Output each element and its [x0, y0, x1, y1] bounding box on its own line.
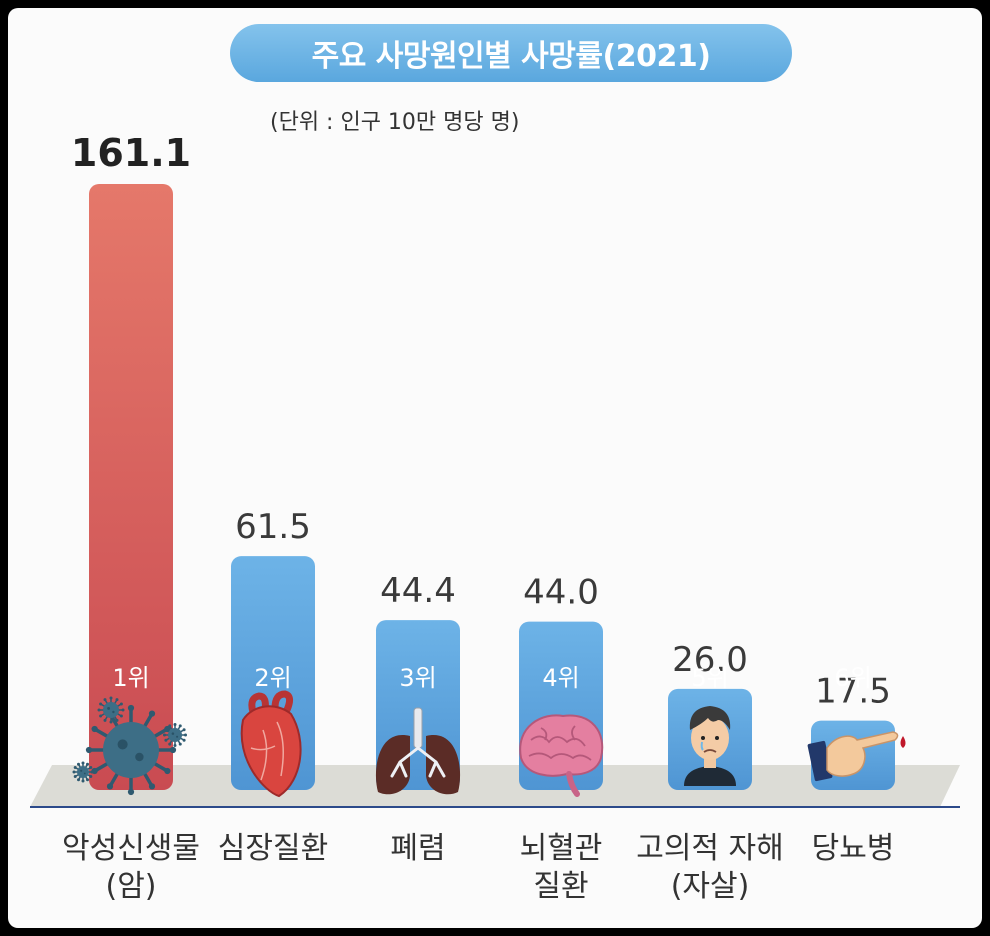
- bars-group: [89, 184, 895, 790]
- unit-note: (단위 : 인구 10만 명당 명): [270, 110, 520, 135]
- category-label-5-line-1: 고의적 자해: [636, 831, 784, 866]
- rank-label-4: 4위: [542, 664, 579, 692]
- value-label-1: 161.1: [71, 131, 191, 175]
- rank-label-5: 5위: [691, 664, 728, 692]
- value-label-2: 61.5: [235, 507, 311, 547]
- value-label-3: 44.4: [380, 571, 456, 611]
- rank-label-6: 6위: [834, 664, 871, 692]
- category-label-4-line-2: 질환: [533, 869, 588, 904]
- chart-title-pill: 주요 사망원인별 사망률(2021): [230, 24, 792, 82]
- value-label-4: 44.0: [523, 573, 599, 613]
- category-label-1-line-1: 악성신생물: [62, 831, 200, 866]
- virus-icon: [72, 696, 187, 796]
- chart-title: 주요 사망원인별 사망률(2021): [311, 39, 711, 74]
- rank-label-2: 2위: [254, 664, 291, 692]
- lungs-icon: [375, 707, 461, 795]
- value-label-6: 17.5: [815, 672, 891, 712]
- category-label-2: 심장질환: [218, 831, 328, 866]
- rank-label-1: 1위: [112, 664, 149, 692]
- icons-group: [72, 690, 906, 798]
- category-label-6: 당뇨병: [812, 831, 895, 866]
- rank-label-3: 3위: [399, 664, 436, 692]
- brain-icon: [519, 714, 604, 797]
- category-label-4-line-1: 뇌혈관: [520, 831, 603, 866]
- bar-1: [89, 184, 173, 790]
- category-label-5-line-2: (자살): [671, 869, 750, 904]
- value-label-5: 26.0: [672, 640, 748, 680]
- category-label-3: 폐렴: [390, 831, 445, 866]
- category-label-1-line-2: (암): [105, 869, 156, 904]
- sad-face-icon: [684, 706, 736, 786]
- finger-blood-drop-icon: [807, 731, 906, 782]
- heart-icon: [240, 690, 302, 798]
